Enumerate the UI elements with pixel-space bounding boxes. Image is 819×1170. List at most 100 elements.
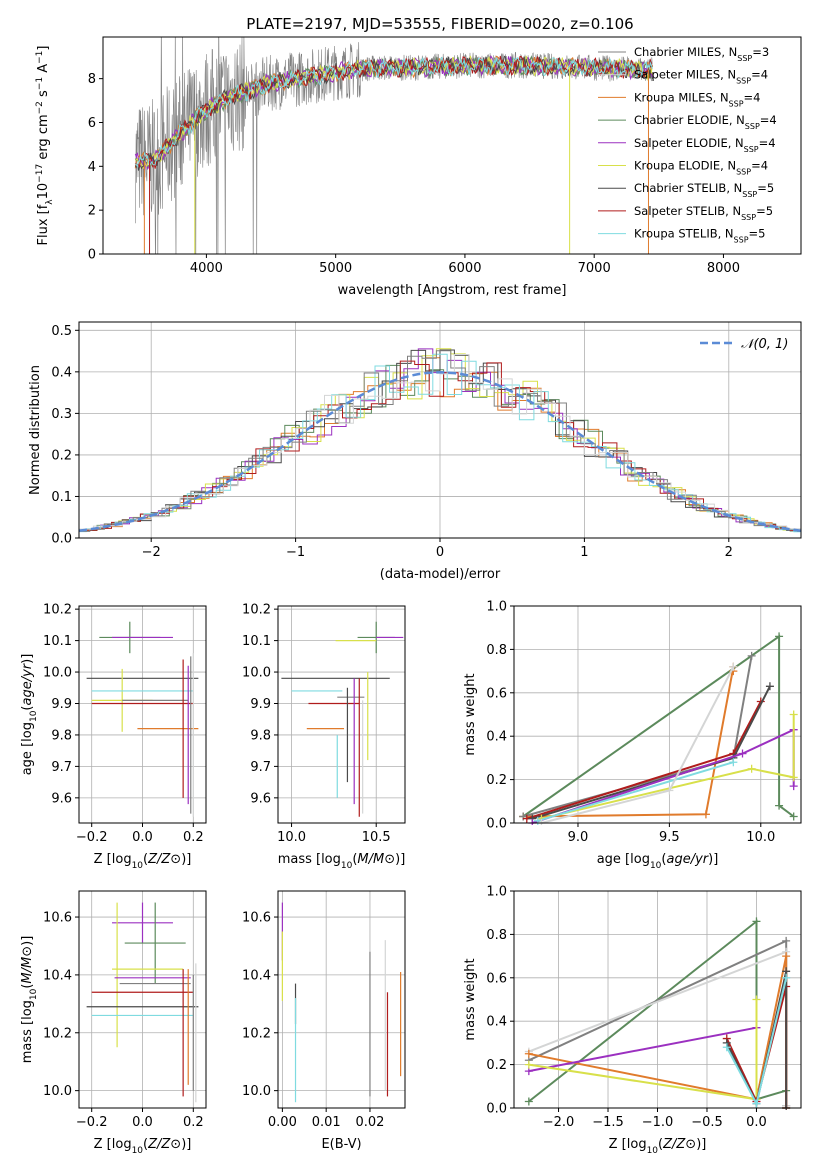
x-tick-label: −1.5 xyxy=(592,1115,624,1130)
x-axis-label: Z [log10(Z/Z⊙)] xyxy=(94,852,192,871)
x-axis-label: Z [log10(Z/Z⊙)] xyxy=(609,1137,707,1156)
axes-frame xyxy=(102,36,802,255)
weight-marker xyxy=(789,782,798,791)
y-tick-label: 10.0 xyxy=(43,1084,72,1099)
x-tick-label: −2.0 xyxy=(543,1115,575,1130)
legend-entry: Kroupa ELODIE, NSSP=4 xyxy=(634,159,768,177)
x-axis-label: E(B-V) xyxy=(321,1137,361,1152)
x-tick-label: 0.0 xyxy=(132,1115,153,1130)
y-tick-label: 10.0 xyxy=(43,666,72,681)
weight-series-line xyxy=(522,634,795,818)
x-tick-label: 10.0 xyxy=(746,830,775,845)
normal-curve xyxy=(78,371,802,532)
y-tick-label: 10.2 xyxy=(43,1026,72,1041)
weight-marker xyxy=(782,973,791,982)
x-tick-label: 0.01 xyxy=(312,1115,341,1130)
y-tick-label: 10.2 xyxy=(242,1026,271,1041)
charts-layer: 4000 5000 6000 7000 8000 0 2 4 6 8 wavelength [Ang… xyxy=(20,36,802,1156)
y-tick-label: 0.4 xyxy=(486,730,507,745)
y-tick-label: 0.6 xyxy=(486,971,507,986)
legend-entry: 𝒩(0, 1) xyxy=(741,337,788,352)
y-tick-label: 9.6 xyxy=(250,791,271,806)
x-axis-label: (data-model)/error xyxy=(380,567,501,582)
spectrum-legend: Chabrier MILES, NSSP=3 Salpeter MILES, NS… xyxy=(598,45,777,244)
axes-frame xyxy=(78,890,207,1109)
legend-entry: Chabrier ELODIE, NSSP=4 xyxy=(634,113,777,131)
weight-marker xyxy=(752,1099,761,1108)
axes-weight_vs_age: 9.0 9.5 10.0 0.0 0.2 0.4 0.6 0.8 1.0 age [log10(a… xyxy=(463,600,802,871)
y-tick-label: 2 xyxy=(88,204,96,219)
x-axis-label: age [log10(age/yr)] xyxy=(597,852,719,871)
x-tick-label: −1 xyxy=(286,545,305,560)
y-tick-label: 0.8 xyxy=(486,928,507,943)
weight-marker xyxy=(524,1097,533,1106)
x-tick-label: −0.5 xyxy=(691,1115,723,1130)
y-axis-label: mass weight xyxy=(463,958,478,1040)
weight-marker xyxy=(775,801,784,810)
axes-weight_vs_Z: −2.0 −1.5 −1.0 −0.5 0.0 0.0 0.2 0.4 0.6 0.8 1.0 Z [… xyxy=(463,885,802,1156)
axes-frame xyxy=(513,605,802,824)
weight-marker xyxy=(775,632,784,641)
x-tick-label: −1.0 xyxy=(642,1115,674,1130)
x-tick-label: 5000 xyxy=(319,261,352,276)
legend-entry: Kroupa STELIB, NSSP=5 xyxy=(634,227,765,245)
y-tick-label: 0.2 xyxy=(486,1058,507,1073)
y-tick-label: 10.4 xyxy=(242,968,271,983)
x-tick-label: −0.2 xyxy=(76,1115,108,1130)
x-tick-label: 0.2 xyxy=(183,830,204,845)
error-bars xyxy=(281,621,404,817)
x-tick-label: 10.0 xyxy=(277,830,306,845)
weight-marker xyxy=(747,651,756,660)
y-axis-label: age [log10(age/yr)] xyxy=(20,654,39,776)
weight-marker xyxy=(729,758,738,767)
y-tick-label: 10.0 xyxy=(242,666,271,681)
weight-marker xyxy=(782,952,791,961)
weight-marker xyxy=(665,786,674,795)
y-tick-label: 10.2 xyxy=(43,603,72,618)
y-axis-label: Normed distribution xyxy=(28,365,43,495)
y-tick-label: 1.0 xyxy=(486,885,507,900)
weight-marker xyxy=(738,749,747,758)
y-axis-label: mass weight xyxy=(463,673,478,755)
weight-marker xyxy=(782,936,791,945)
y-tick-label: 0.4 xyxy=(51,365,72,380)
weight-marker xyxy=(524,1049,533,1058)
weight-marker xyxy=(765,682,774,691)
y-tick-label: 0.5 xyxy=(51,324,72,339)
weight-series-line xyxy=(541,666,735,824)
histogram-step-line xyxy=(79,364,801,532)
y-axis-label: mass [log10(M/M⊙)] xyxy=(20,936,39,1064)
axes-age_vs_mass: 10.0 10.5 9.6 9.7 9.8 9.9 10.0 10.1 10.2 mass [lo… xyxy=(242,603,406,871)
y-tick-label: 10.1 xyxy=(242,634,271,649)
weight-marker xyxy=(789,773,798,782)
legend-entry: Kroupa MILES, NSSP=4 xyxy=(634,90,760,108)
weight-series-line xyxy=(541,714,795,820)
legend-entry: Chabrier MILES, NSSP=3 xyxy=(634,45,769,63)
weight-marker xyxy=(789,812,798,821)
y-tick-label: 0.8 xyxy=(486,643,507,658)
error-bars xyxy=(86,621,199,817)
axes-spectrum: 4000 5000 6000 7000 8000 0 2 4 6 8 wavelength [Ang… xyxy=(35,36,802,298)
y-tick-label: 10.4 xyxy=(43,968,72,983)
weight-lines xyxy=(519,632,798,825)
y-tick-label: 4 xyxy=(88,160,96,175)
spectrum-data-line xyxy=(135,37,653,254)
x-tick-label: 2 xyxy=(725,545,733,560)
axes-frame xyxy=(277,890,406,1109)
y-tick-label: 9.7 xyxy=(51,760,72,775)
x-axis-label: Z [log10(Z/Z⊙)] xyxy=(94,1137,192,1156)
x-tick-label: 8000 xyxy=(707,261,740,276)
y-axis-label: Flux [fλ10−17 erg cm−2 s−1 A−1] xyxy=(35,46,55,246)
y-tick-label: 10.6 xyxy=(43,911,72,926)
weight-marker xyxy=(701,810,710,819)
y-tick-label: 0.0 xyxy=(486,1102,507,1117)
x-tick-label: −0.2 xyxy=(76,830,108,845)
spectrum-lines xyxy=(134,37,653,254)
y-tick-label: 0.0 xyxy=(51,532,72,547)
y-tick-label: 10.0 xyxy=(242,1084,271,1099)
histogram-step-line xyxy=(79,350,801,532)
legend-entry: Chabrier STELIB, NSSP=5 xyxy=(634,181,774,199)
legend-entry: Salpeter MILES, NSSP=4 xyxy=(634,68,768,86)
y-tick-label: 1.0 xyxy=(486,600,507,615)
axes-age_vs_Z: −0.2 0.0 0.2 9.6 9.7 9.8 9.9 10.0 10.1 10.2 Z [log… xyxy=(20,603,207,871)
